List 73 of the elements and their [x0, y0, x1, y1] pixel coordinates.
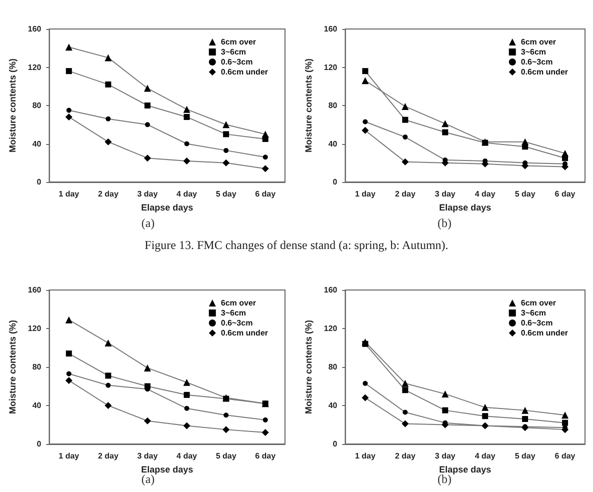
y-tick-label: 40 [32, 139, 42, 148]
x-tick-label: 3 day [137, 452, 158, 460]
x-tick-label: 5 day [514, 190, 536, 198]
text: (a) [141, 472, 155, 486]
text: Figure 13. FMC changes of dense stand (a: spring, b: Autumn). [144, 238, 450, 253]
y-axis-title: Moisture contents (%) [8, 320, 18, 414]
x-tick-label: 3 day [434, 190, 456, 198]
y-tick-label: 160 [324, 286, 338, 294]
legend-label: 0.6cm under [520, 68, 568, 76]
legend-label: 0.6~3cm [520, 318, 553, 328]
x-tick-label: 1 day [354, 190, 376, 198]
y-tick-label: 120 [324, 324, 338, 333]
x-tick-label: 2 day [394, 190, 416, 198]
y-tick-label: 40 [328, 401, 338, 410]
x-tick-label: 3 day [434, 452, 456, 460]
legend-label: 0.6~3cm [220, 58, 253, 66]
x-tick-label: 2 day [394, 452, 416, 460]
legend-label: 3~6cm [520, 48, 546, 56]
y-tick-label: 80 [32, 101, 42, 110]
y-tick-label: 120 [28, 62, 42, 72]
x-tick-label: 5 day [216, 190, 237, 198]
x-tick-label: 2 day [98, 452, 119, 460]
y-tick-label: 80 [328, 101, 338, 110]
text: (b) [438, 472, 452, 486]
x-tick-label: 5 day [216, 452, 237, 460]
legend-label: 0.6cm under [220, 328, 268, 338]
x-tick-label: 6 day [554, 452, 576, 460]
x-tick-label: 5 day [514, 452, 536, 460]
legend-label: 0.6cm under [520, 328, 568, 338]
x-tick-label: 4 day [474, 452, 496, 460]
y-axis-title: Moisture contents (%) [8, 58, 18, 153]
y-axis-title: Moisture contents (%) [304, 58, 314, 153]
y-tick-label: 40 [32, 401, 42, 410]
x-axis-title: Elapse days [141, 202, 194, 212]
x-tick-label: 1 day [354, 452, 376, 460]
legend-label: 6cm over [220, 38, 256, 46]
legend-label: 0.6~3cm [220, 318, 253, 328]
x-axis-title: Elapse days [439, 464, 492, 474]
x-tick-label: 4 day [176, 452, 198, 460]
x-axis-title: Elapse days [439, 202, 492, 212]
text: (a) [141, 216, 155, 230]
legend-label: 0.6~3cm [520, 58, 553, 66]
y-axis-title: Moisture contents (%) [304, 320, 314, 414]
y-tick-label: 120 [28, 324, 42, 333]
x-tick-label: 3 day [137, 190, 158, 198]
legend-label: 3~6cm [520, 308, 546, 318]
y-tick-label: 160 [28, 24, 42, 34]
x-tick-label: 4 day [176, 190, 198, 198]
y-tick-label: 40 [328, 139, 338, 148]
x-tick-label: 4 day [474, 190, 496, 198]
legend-label: 6cm over [520, 298, 556, 308]
legend-label: 6cm over [220, 298, 256, 308]
x-tick-label: 6 day [255, 452, 276, 460]
legend-label: 0.6cm under [220, 68, 268, 76]
y-tick-label: 80 [32, 362, 42, 372]
x-tick-label: 1 day [58, 452, 80, 460]
x-axis-title: Elapse days [141, 464, 194, 474]
x-tick-label: 6 day [255, 190, 276, 198]
y-tick-label: 160 [28, 286, 42, 294]
y-tick-label: 120 [324, 62, 338, 72]
legend-label: 3~6cm [220, 308, 246, 318]
y-tick-label: 160 [324, 24, 338, 34]
x-tick-label: 6 day [554, 190, 576, 198]
y-tick-label: 80 [328, 362, 338, 372]
x-tick-label: 2 day [98, 190, 119, 198]
legend-label: 3~6cm [220, 48, 246, 56]
y-tick-label: 0 [36, 178, 42, 186]
y-tick-label: 0 [332, 178, 338, 186]
y-tick-label: 0 [332, 440, 338, 448]
x-tick-label: 1 day [58, 190, 80, 198]
text: (b) [438, 216, 452, 230]
y-tick-label: 0 [36, 440, 42, 448]
legend-label: 6cm over [520, 38, 556, 46]
